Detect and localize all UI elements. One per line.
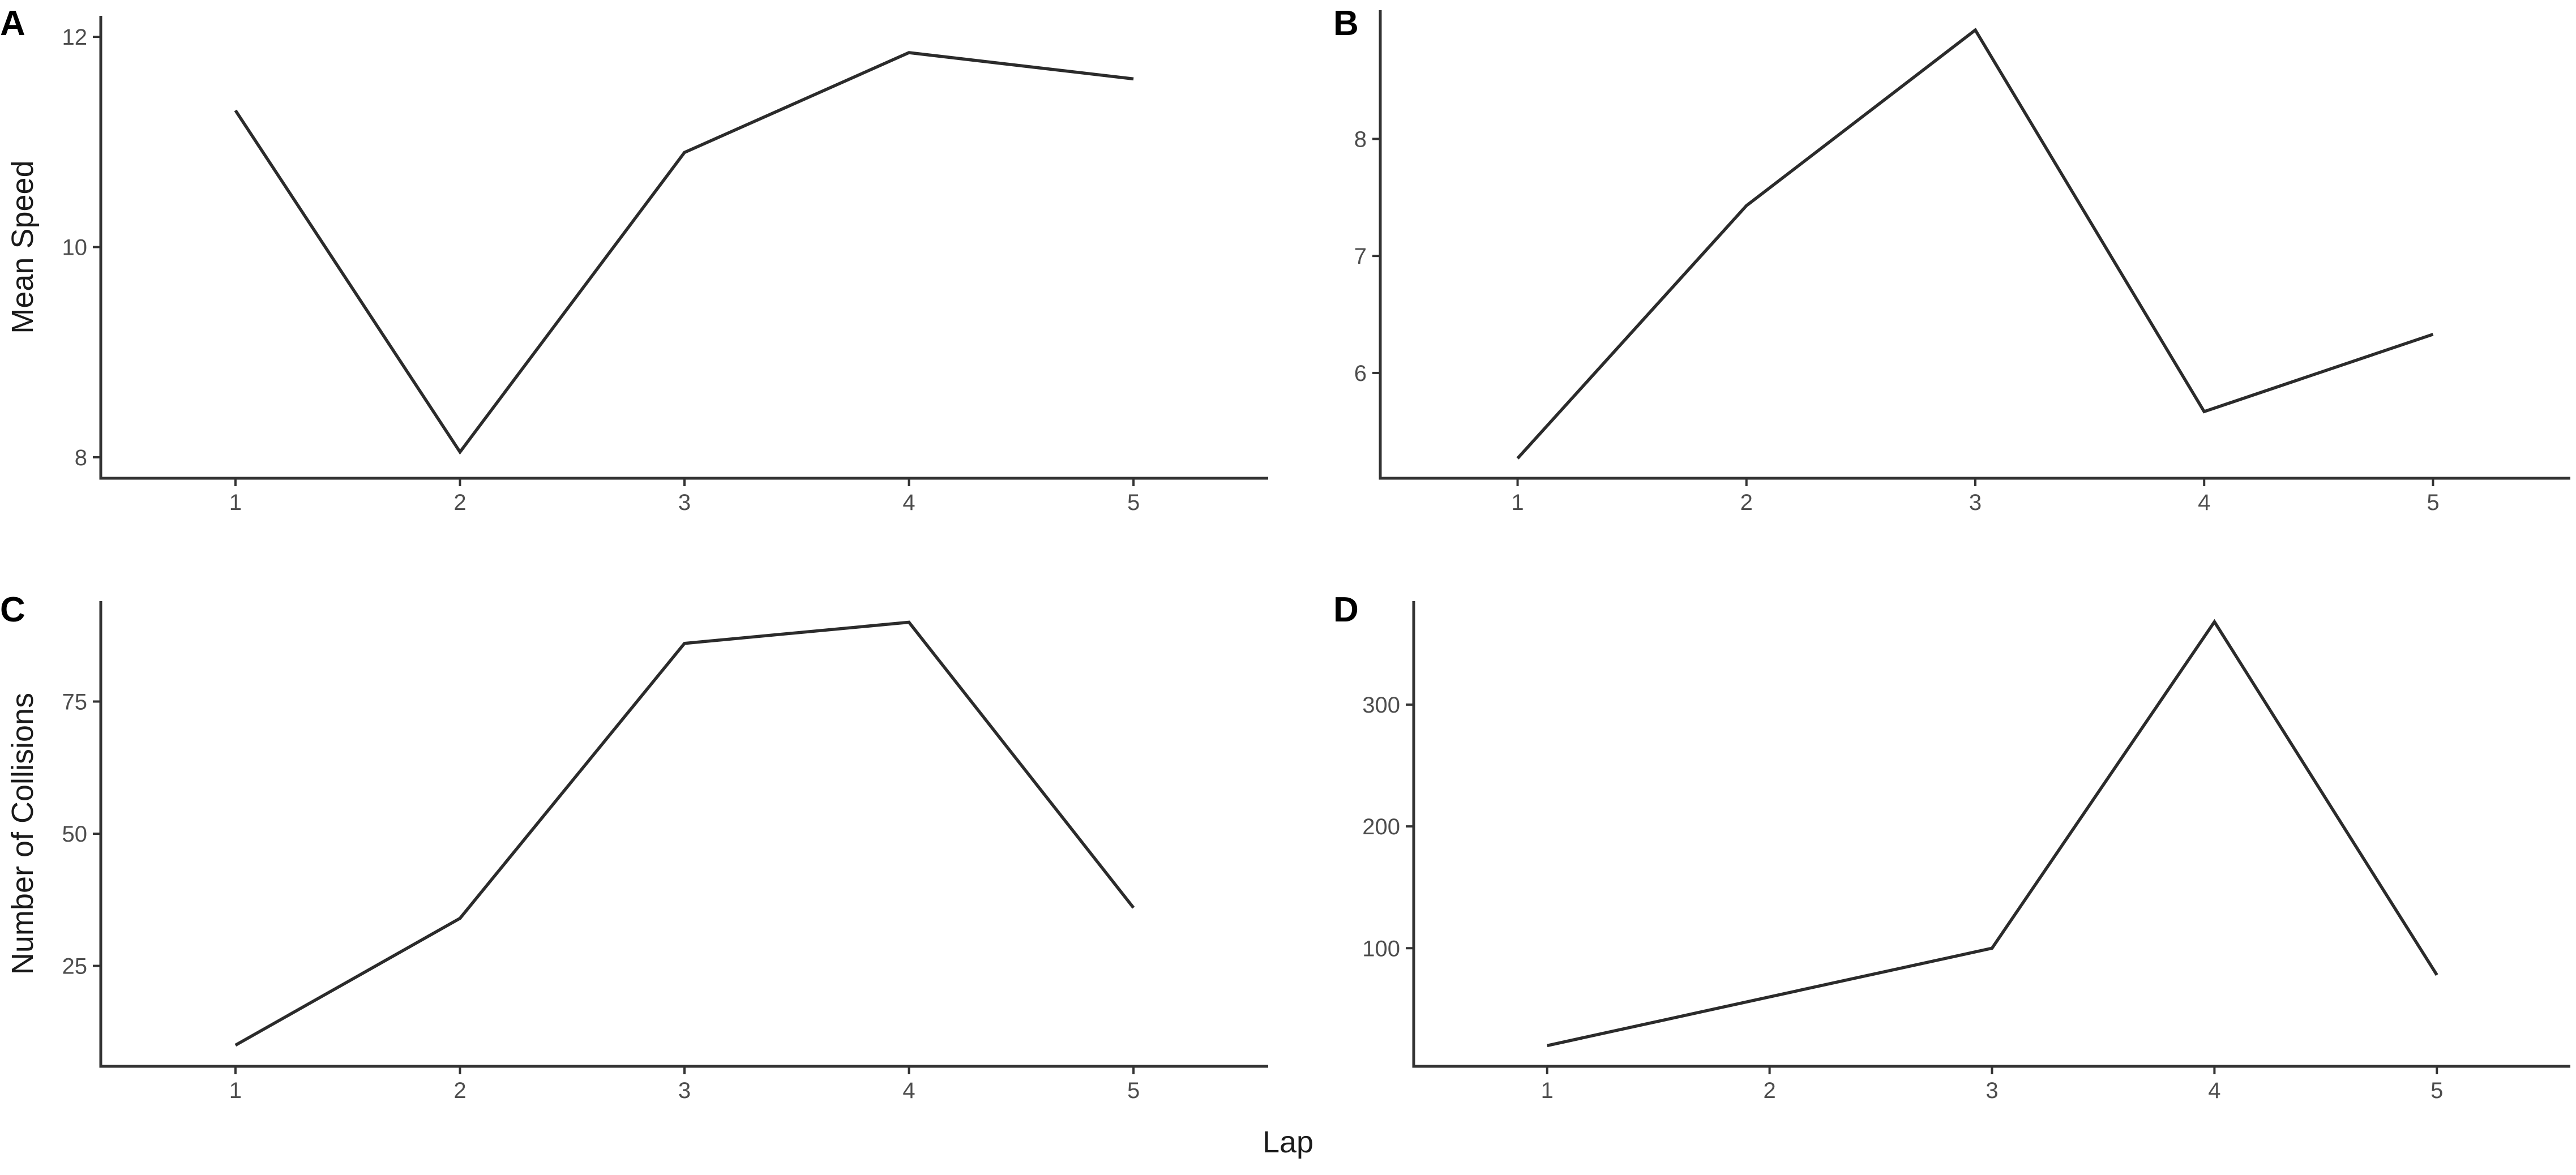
x-tick-label: 1 — [229, 490, 242, 515]
panel-c: C 1 2 3 4 5 25 50 75 Number of Collisions — [0, 590, 1268, 1103]
x-tick-label: 5 — [1127, 1078, 1140, 1103]
x-tick-label: 5 — [2430, 1078, 2443, 1103]
panel-letter-b: B — [1333, 4, 1359, 43]
x-tick-label: 4 — [2208, 1078, 2220, 1103]
x-tick-label: 1 — [1541, 1078, 1554, 1103]
series-line-d — [1547, 619, 2438, 1048]
x-tick-label: 5 — [1127, 490, 1140, 515]
x-tick-label: 2 — [453, 1078, 466, 1103]
x-tick-label: 4 — [902, 1078, 915, 1103]
shared-x-axis-title: Lap — [1263, 1125, 1313, 1159]
series-line-c — [234, 620, 1135, 1047]
y-tick-label: 300 — [1362, 693, 1400, 718]
x-tick-label: 4 — [2198, 490, 2210, 515]
x-tick-label: 3 — [1986, 1078, 1998, 1103]
x-tick-label: 2 — [453, 490, 466, 515]
y-axis-title: Number of Collisions — [6, 693, 40, 975]
y-tick-label: 200 — [1362, 814, 1400, 839]
y-tick-label: 7 — [1354, 244, 1367, 269]
y-axis-title: Mean Speed — [6, 160, 40, 333]
x-tick-label: 3 — [678, 1078, 691, 1103]
y-tick-label: 10 — [62, 235, 88, 260]
x-tick-label: 3 — [1969, 490, 1982, 515]
series-line-a — [234, 51, 1134, 455]
panel-letter-d: D — [1333, 590, 1359, 629]
y-tick-label: 12 — [62, 25, 88, 50]
panel-b: B 1 2 3 4 5 6 7 8 — [1333, 4, 2570, 515]
y-tick-label: 6 — [1354, 361, 1367, 386]
x-tick-label: 2 — [1763, 1078, 1775, 1103]
x-tick-label: 4 — [902, 490, 915, 515]
panel-letter-a: A — [0, 4, 25, 43]
panel-d: D 1 2 3 4 5 100 200 300 — [1333, 590, 2570, 1103]
series-line-b — [1516, 28, 2434, 460]
panel-letter-c: C — [0, 590, 25, 629]
x-tick-label: 5 — [2427, 490, 2439, 515]
y-tick-label: 75 — [62, 689, 88, 714]
y-tick-label: 100 — [1362, 936, 1400, 961]
y-tick-label: 8 — [1354, 127, 1367, 152]
y-tick-label: 8 — [75, 445, 87, 470]
y-tick-label: 25 — [62, 954, 88, 979]
x-tick-label: 2 — [1740, 490, 1753, 515]
y-tick-label: 50 — [62, 822, 88, 847]
x-tick-label: 1 — [1511, 490, 1524, 515]
x-tick-label: 3 — [678, 490, 691, 515]
x-tick-label: 1 — [229, 1078, 242, 1103]
